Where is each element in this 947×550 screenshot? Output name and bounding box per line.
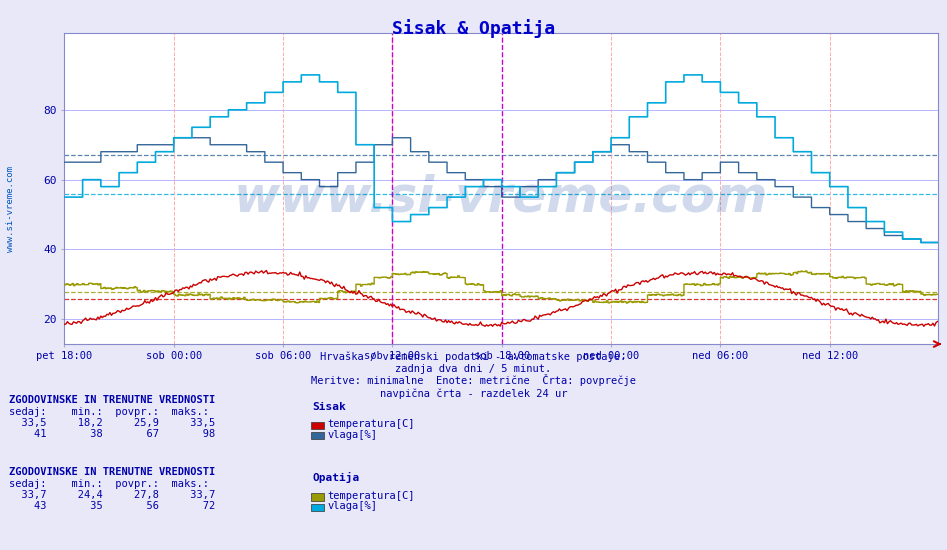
Text: Sisak & Opatija: Sisak & Opatija	[392, 19, 555, 39]
Text: Sisak: Sisak	[313, 402, 347, 412]
Text: 33,5     18,2     25,9     33,5: 33,5 18,2 25,9 33,5	[9, 418, 216, 428]
Text: temperatura[C]: temperatura[C]	[328, 419, 415, 430]
Text: www.si-vreme.com: www.si-vreme.com	[6, 166, 15, 252]
Text: navpična črta - razdelek 24 ur: navpična črta - razdelek 24 ur	[380, 388, 567, 399]
Text: 43       35       56       72: 43 35 56 72	[9, 500, 216, 511]
Text: zadnja dva dni / 5 minut.: zadnja dva dni / 5 minut.	[396, 364, 551, 375]
Text: www.si-vreme.com: www.si-vreme.com	[234, 174, 768, 222]
Text: vlaga[%]: vlaga[%]	[328, 501, 378, 512]
Text: Meritve: minimalne  Enote: metrične  Črta: povprečje: Meritve: minimalne Enote: metrične Črta:…	[311, 375, 636, 387]
Text: ZGODOVINSKE IN TRENUTNE VREDNOSTI: ZGODOVINSKE IN TRENUTNE VREDNOSTI	[9, 395, 216, 405]
Text: 41       38       67       98: 41 38 67 98	[9, 429, 216, 439]
Text: Hrvaška / vremenski podatki - avtomatske postaje.: Hrvaška / vremenski podatki - avtomatske…	[320, 352, 627, 362]
Text: ZGODOVINSKE IN TRENUTNE VREDNOSTI: ZGODOVINSKE IN TRENUTNE VREDNOSTI	[9, 466, 216, 477]
Text: vlaga[%]: vlaga[%]	[328, 430, 378, 440]
Text: sedaj:    min.:  povpr.:  maks.:: sedaj: min.: povpr.: maks.:	[9, 407, 209, 417]
Text: 33,7     24,4     27,8     33,7: 33,7 24,4 27,8 33,7	[9, 490, 216, 500]
Text: temperatura[C]: temperatura[C]	[328, 491, 415, 501]
Text: Opatija: Opatija	[313, 472, 360, 483]
Text: sedaj:    min.:  povpr.:  maks.:: sedaj: min.: povpr.: maks.:	[9, 478, 209, 489]
